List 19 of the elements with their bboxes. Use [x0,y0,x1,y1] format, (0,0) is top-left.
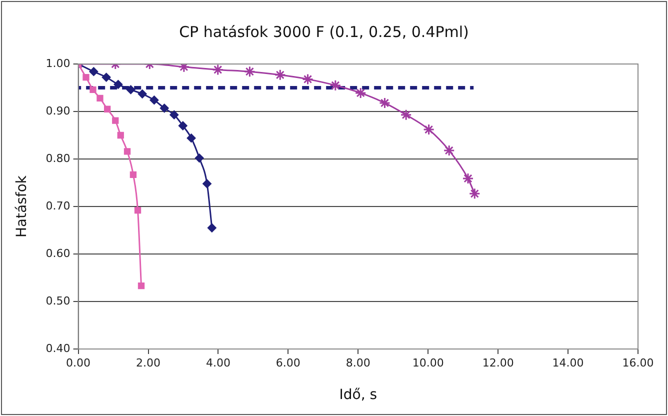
y-tick-label: 1.00 [46,56,70,70]
x-tick-label: 14.00 [552,356,584,370]
x-tick-label: 12.00 [482,356,514,370]
y-tick-label: 0.90 [46,104,70,118]
y-tick-label: 0.60 [46,246,70,260]
chart-title: CP hatásfok 3000 F (0.1, 0.25, 0.4Pml) [179,22,469,41]
y-tick-label: 0.50 [46,294,70,308]
x-tick-label: 16.00 [622,356,654,370]
x-tick-label: 0.00 [66,356,91,370]
x-tick-label: 6.00 [276,356,300,370]
y-tick-label: 0.70 [46,199,70,212]
x-tick-label: 10.00 [412,356,444,370]
x-tick-label: 4.00 [206,356,230,370]
y-tick-label: 0.40 [46,342,70,355]
x-tick-label: 2.00 [136,356,161,370]
y-axis-title: Hatásfok [14,174,30,238]
x-axis-title: Idő, s [339,387,378,404]
y-tick-label: 0.80 [46,152,70,165]
x-tick-label: 8.00 [346,356,370,370]
